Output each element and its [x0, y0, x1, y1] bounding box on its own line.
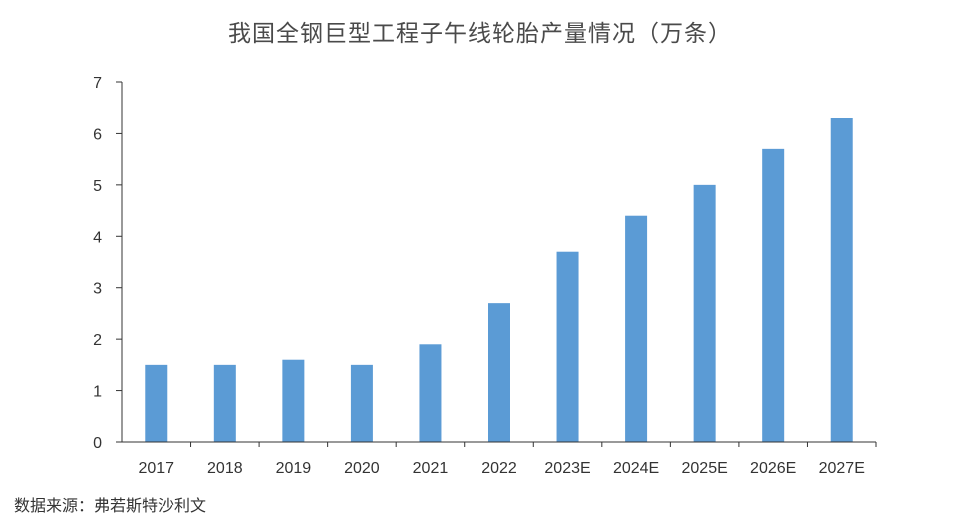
- x-tick-label: 2018: [207, 460, 243, 477]
- y-tick-label: 7: [93, 75, 102, 92]
- y-tick-label: 5: [93, 178, 102, 195]
- x-tick-label: 2019: [276, 460, 312, 477]
- bar: [213, 364, 236, 442]
- bar: [830, 118, 853, 442]
- y-axis: 0 1 2 3 4 5 6 7: [93, 75, 123, 452]
- x-tick-label: 2023E: [544, 460, 590, 477]
- chart-title: 我国全钢巨型工程子午线轮胎产量情况（万条）: [228, 21, 732, 47]
- x-tick-label: 2022: [481, 460, 517, 477]
- bar-series: [145, 118, 853, 442]
- x-tick-label: 2021: [413, 460, 449, 477]
- y-tick-label: 1: [93, 384, 102, 401]
- bar: [556, 251, 579, 442]
- source-note: 数据来源：弗若斯特沙利文: [14, 496, 207, 515]
- x-tick-label: 2026E: [750, 460, 796, 477]
- bar: [625, 215, 648, 442]
- y-tick-label: 0: [93, 435, 102, 452]
- x-tick-label: 2017: [138, 460, 174, 477]
- bar: [145, 364, 168, 442]
- x-tick-label: 2025E: [682, 460, 728, 477]
- bar: [488, 303, 510, 442]
- x-tick-label: 2024E: [613, 460, 659, 477]
- y-tick-label: 4: [93, 229, 102, 246]
- y-tick-label: 6: [93, 126, 102, 143]
- bar: [282, 359, 305, 442]
- x-tick-label: 2027E: [819, 460, 865, 477]
- y-tick-label: 3: [93, 281, 102, 298]
- bar: [693, 184, 716, 442]
- x-tick-label: 2020: [344, 460, 380, 477]
- x-axis: 2017 2018 2019 2020 2021 2022 2023E 2024E 2025E 2…: [122, 441, 877, 477]
- bar: [762, 148, 785, 442]
- y-tick-label: 2: [93, 332, 102, 349]
- bar: [419, 344, 442, 442]
- bar: [350, 364, 373, 442]
